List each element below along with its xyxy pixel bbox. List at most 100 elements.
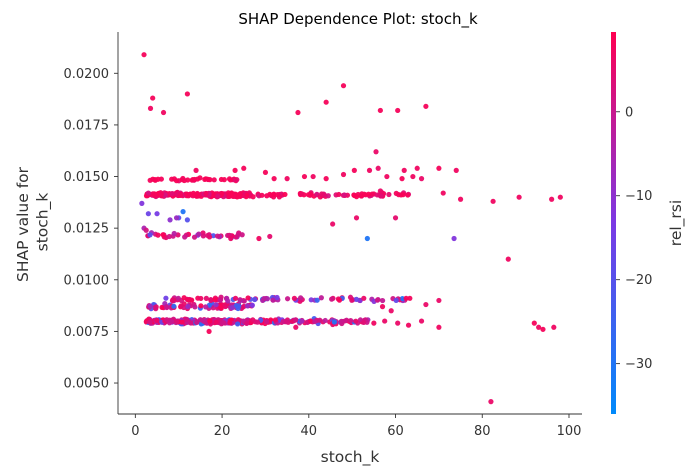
data-point [366,167,373,173]
data-point [488,399,494,405]
data-point [139,200,145,206]
data-point [150,95,156,101]
data-point [282,191,288,198]
colorbar-tick-label: −30 [625,357,652,372]
data-point [145,211,151,217]
data-point [418,318,425,324]
data-point [141,52,147,58]
data-point [540,326,546,332]
data-point [183,316,190,322]
data-point [203,190,209,197]
data-point [549,196,555,202]
data-point [405,192,411,198]
data-point [188,320,194,326]
data-point [378,193,384,199]
data-point [152,192,158,198]
data-point [295,109,301,116]
data-point [348,317,354,324]
data-point [403,295,409,301]
data-point [232,295,239,301]
data-point [264,193,270,199]
data-point [401,167,407,173]
data-point [155,232,161,238]
data-point [410,173,416,180]
data-point [178,303,184,309]
data-point [208,297,214,303]
data-point [213,319,219,325]
data-point [244,320,250,327]
data-point [232,167,238,173]
data-point [180,209,186,215]
data-point [145,190,152,196]
data-point [217,297,223,303]
data-point [284,176,290,182]
data-point [319,191,325,197]
data-point [177,192,184,198]
y-tick-label: 0.0075 [64,325,110,340]
data-point [241,165,247,171]
data-point [301,173,308,180]
data-point [262,169,269,176]
data-point [160,232,166,238]
data-point [160,109,167,116]
data-point [212,297,218,303]
data-point [373,149,379,155]
data-point [205,176,211,183]
data-point [298,295,304,301]
chart-title: SHAP Dependence Plot: stoch_k [238,10,478,29]
data-point [185,303,191,310]
data-point [371,320,377,326]
data-point [351,167,357,173]
data-point [179,319,185,325]
data-point [184,91,190,97]
data-point [229,305,235,311]
data-point [192,304,198,310]
data-point [377,188,383,194]
data-point [239,232,245,238]
data-point [252,296,258,303]
data-point [166,233,172,240]
y-tick-label: 0.0175 [64,118,110,133]
data-point [274,294,280,301]
data-point [516,194,522,200]
data-point [213,302,219,308]
data-point [388,308,394,314]
data-point [194,190,200,197]
y-axis-label-line-2: stoch_k [33,193,52,252]
data-point [399,295,405,302]
data-point [147,303,153,309]
data-point [323,99,329,105]
data-point [147,105,154,111]
data-point [386,191,392,198]
data-point [395,107,401,114]
data-point [193,167,199,173]
data-point [198,295,204,302]
data-point [342,318,348,324]
data-point [361,319,367,326]
data-point [244,192,250,198]
data-point [338,318,344,324]
data-point [365,191,372,197]
data-point [505,256,511,262]
data-point [226,176,233,182]
data-point [228,193,234,199]
colorbar-tick-label: 0 [625,105,633,120]
data-point [192,176,198,183]
data-point [259,192,265,198]
data-point [184,191,190,197]
x-tick-label: 80 [474,424,491,439]
data-point [215,193,221,199]
data-point [214,233,221,239]
data-point [169,191,175,197]
data-point [235,232,241,238]
data-point [329,296,335,302]
data-point [191,234,198,240]
data-point [414,165,420,171]
x-tick-label: 40 [301,424,318,439]
data-point [147,319,153,325]
data-point [393,297,399,304]
data-point [276,194,282,200]
data-point [152,177,158,183]
data-point [237,297,243,303]
